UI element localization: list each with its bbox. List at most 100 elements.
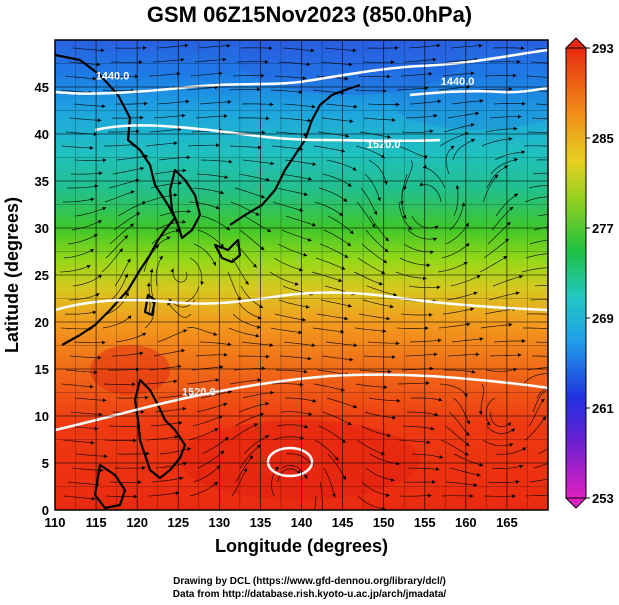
streamline-arrow [475, 111, 480, 116]
streamline [241, 341, 274, 346]
streamline-arrow [478, 411, 483, 415]
streamline-arrow [471, 369, 476, 374]
streamline-arrow [386, 493, 390, 498]
streamline [200, 391, 232, 399]
streamline [444, 369, 476, 373]
streamline-arrow [92, 310, 97, 315]
streamline [61, 145, 94, 149]
streamline-arrow [200, 281, 204, 286]
streamline-arrow [182, 406, 187, 411]
streamline-arrow [520, 46, 525, 51]
streamline-arrow [479, 463, 484, 467]
streamline-arrow [381, 270, 386, 275]
streamline-arrow [237, 296, 242, 301]
streamline [409, 100, 442, 105]
streamline [365, 229, 389, 253]
streamline [528, 185, 548, 189]
streamline-arrow [214, 428, 219, 432]
streamline [524, 196, 548, 203]
streamline [526, 313, 548, 315]
streamline-arrow [391, 355, 396, 360]
contour-label: 1440.0 [96, 70, 130, 82]
streamline-arrow [149, 268, 154, 273]
y-axis-label: Latitude (degrees) [2, 196, 22, 354]
streamline-arrow [93, 370, 98, 375]
streamline [192, 415, 223, 427]
streamline-arrow [178, 421, 183, 425]
streamline [154, 170, 187, 175]
streamline [405, 353, 438, 357]
x-tick-label: 135 [250, 515, 272, 530]
streamline [172, 268, 188, 283]
streamline-arrow [344, 254, 349, 258]
streamline [530, 61, 548, 64]
streamline [320, 61, 353, 66]
streamline-arrow [299, 435, 304, 440]
streamline-arrow [186, 155, 191, 160]
streamline-arrow [435, 467, 440, 471]
streamline-arrow [343, 198, 348, 202]
streamline-arrow [311, 104, 316, 109]
streamline [229, 379, 262, 385]
streamline [231, 257, 249, 285]
streamline-arrow [294, 282, 299, 286]
streamline-arrow [137, 480, 142, 485]
credit-drawing: Drawing by DCL (https://www.gfd-dennou.o… [173, 576, 446, 587]
streamline-arrow [243, 468, 247, 473]
streamline-arrow [516, 59, 521, 64]
streamline-arrow [507, 422, 511, 427]
streamline-arrow [494, 174, 499, 179]
y-tick-label: 25 [35, 268, 49, 283]
streamline-arrow [455, 185, 460, 189]
streamline-arrow [466, 322, 471, 327]
streamline-arrow [473, 483, 478, 487]
streamline-arrow [86, 265, 91, 269]
streamline-arrow [125, 292, 129, 297]
streamline-arrow [97, 274, 102, 279]
streamline-arrow [139, 351, 144, 356]
streamline-arrow [348, 62, 353, 67]
streamline-arrow [92, 76, 97, 81]
streamline-arrow [476, 472, 481, 477]
streamline-arrow [227, 390, 232, 395]
streamline-arrow [226, 43, 231, 48]
streamline-arrow [551, 90, 555, 94]
streamline [109, 223, 135, 245]
streamline [277, 243, 308, 257]
streamline [407, 467, 440, 470]
streamline-arrow [465, 431, 470, 436]
streamline [442, 308, 475, 315]
y-tick-label: 15 [35, 362, 49, 377]
streamline [151, 229, 180, 245]
streamline [526, 75, 548, 78]
streamline-arrow [347, 303, 352, 308]
streamline-arrow [428, 312, 433, 317]
streamline-arrow [269, 343, 274, 347]
streamline [186, 327, 218, 336]
streamline [446, 58, 479, 63]
streamline [74, 159, 107, 161]
streamline-arrow [261, 194, 265, 199]
streamline [270, 327, 303, 334]
streamline [485, 128, 518, 133]
streamline-arrow [227, 100, 232, 104]
streamline [187, 144, 220, 147]
streamline-arrow [478, 43, 483, 48]
streamline-arrow [155, 244, 160, 249]
credit-data: Data from http://database.rish.kyoto-u.a… [172, 589, 447, 600]
streamline-arrow [220, 190, 224, 195]
streamline-arrow [465, 243, 470, 247]
streamline-arrow [141, 466, 146, 470]
streamline-arrow [305, 304, 310, 309]
streamline-arrow [223, 114, 228, 118]
streamline [452, 397, 471, 425]
streamline-arrow [438, 397, 443, 402]
streamline-arrow [265, 401, 270, 406]
streamline-arrow [390, 478, 395, 482]
streamline-arrow [101, 340, 106, 345]
streamline-arrow [521, 101, 526, 106]
streamline-arrow [261, 130, 266, 135]
streamline [438, 323, 471, 329]
streamline-arrow [428, 71, 433, 76]
streamline-arrow [349, 230, 354, 234]
